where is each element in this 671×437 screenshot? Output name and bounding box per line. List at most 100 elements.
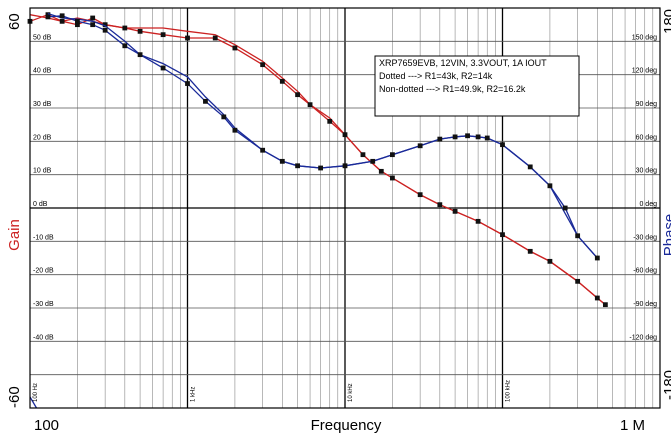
phase-marker [122, 43, 128, 49]
annotation-line-3: Non-dotted ---> R1=49.9k, R2=16.2k [379, 84, 526, 94]
phase-marker [232, 127, 238, 133]
gain-marker [475, 218, 481, 224]
gain-marker [500, 232, 505, 238]
phase-tick-label: 150 deg [632, 34, 657, 41]
gain-marker [295, 92, 300, 98]
gain-marker [75, 22, 80, 28]
gain-marker [232, 45, 238, 51]
gain-marker [185, 35, 190, 41]
phase-marker [160, 65, 166, 71]
gain-top-label: 60 [6, 13, 23, 30]
gain-marker [417, 192, 423, 198]
gain-marker [437, 202, 443, 208]
phase-marker [417, 143, 423, 149]
gain-bottom-label: -60 [6, 386, 23, 408]
gain-marker [602, 302, 608, 308]
annotation-box: XRP7659EVB, 12VIN, 3.3VOUT, 1A IOUT Dott… [374, 55, 580, 117]
gain-marker [59, 18, 65, 24]
x-right-label: 1 M [620, 417, 645, 434]
phase-marker [527, 164, 533, 170]
phase-tick-label: -30 deg [633, 234, 657, 241]
phase-tick-label: 60 deg [636, 134, 658, 141]
phase-marker [475, 134, 481, 140]
gain-marker [122, 25, 128, 31]
phase-marker [547, 183, 553, 189]
gain-marker [378, 168, 384, 174]
gain-tick-label: 20 dB [33, 134, 52, 141]
phase-marker [185, 81, 190, 86]
phase-marker [437, 136, 443, 142]
gain-marker [575, 278, 581, 284]
annotation-line-1: XRP7659EVB, 12VIN, 3.3VOUT, 1A IOUT [379, 58, 547, 68]
gain-marker [327, 118, 333, 124]
gain-tick-label: 10 dB [33, 168, 52, 175]
phase-marker [75, 18, 80, 24]
phase-marker [260, 147, 266, 153]
phase-marker [279, 158, 285, 164]
phase-marker [203, 98, 208, 104]
gain-tick-label: -40 dB [33, 334, 54, 341]
phase-tick-label: 120 deg [632, 68, 657, 75]
gain-tick-label: -20 dB [33, 268, 54, 275]
gain-tick-label: 30 dB [33, 101, 52, 108]
phase-marker [465, 133, 470, 139]
gain-marker [102, 22, 108, 28]
gain-marker [212, 35, 218, 41]
gain-marker [160, 32, 166, 38]
phase-marker [137, 52, 143, 58]
grid [30, 8, 660, 408]
phase-marker [594, 255, 600, 261]
phase-tick-label: 0 deg [639, 201, 657, 208]
gain-marker [452, 208, 458, 214]
phase-marker [370, 158, 376, 164]
plot-frame [29, 7, 661, 409]
gain-marker [137, 28, 143, 34]
phase-marker [390, 152, 395, 158]
gain-marker [390, 175, 395, 181]
gain-tick-label: 0 dB [33, 201, 48, 208]
phase-marker [484, 135, 490, 141]
gain-marker [279, 78, 285, 84]
gain-marker [547, 258, 553, 264]
frequency-tick-label: 100 Hz [33, 383, 39, 402]
phase-marker [102, 27, 108, 33]
phase-marker [500, 142, 505, 148]
x-left-label: 100 [34, 417, 59, 434]
frequency-tick-label: 10 kHz [348, 383, 354, 402]
gain-marker [342, 132, 348, 138]
phase-axis-title: Phase [661, 214, 671, 257]
phase-marker [295, 163, 300, 169]
phase-marker [45, 14, 51, 20]
phase-tick-label: -120 deg [629, 334, 657, 341]
gain-marker [594, 295, 600, 301]
phase-tick-label: -60 deg [633, 268, 657, 275]
gain-marker [260, 62, 266, 68]
gain-tick-label: 40 dB [33, 68, 52, 75]
phase-top-label: 180 [661, 9, 671, 34]
gain-tick-label: 50 dB [33, 34, 52, 41]
tick-labels: 50 dB 40 dB 30 dB 20 dB 10 dB 0 dB -10 dB -20 d… [33, 34, 657, 402]
annotation-line-2: Dotted ---> R1=43k, R2=14k [379, 71, 493, 81]
phase-marker [342, 163, 348, 169]
phase-marker [318, 165, 324, 171]
gain-tick-label: -10 dB [33, 234, 54, 241]
phase-marker [452, 134, 458, 140]
phase-bottom-label: -180 [661, 370, 671, 400]
phase-tick-label: 30 deg [636, 168, 658, 175]
series-layer [27, 12, 608, 409]
phase-marker [90, 22, 96, 28]
phase-marker [575, 233, 581, 239]
frequency-tick-label: 100 kHz [506, 380, 512, 402]
gain-marker [307, 102, 313, 108]
phase-tick-label: -90 deg [633, 301, 657, 308]
gain-axis-title: Gain [6, 219, 23, 251]
x-axis-title: Frequency [311, 417, 382, 434]
gain-marker [527, 248, 533, 254]
phase-tick-label: 90 deg [636, 101, 658, 108]
gain-marker [360, 152, 366, 158]
phase-marker [59, 13, 65, 19]
phase-solid-line [29, 396, 38, 409]
frequency-tick-label: 1 kHz [191, 387, 197, 402]
phase-marker [562, 205, 568, 211]
